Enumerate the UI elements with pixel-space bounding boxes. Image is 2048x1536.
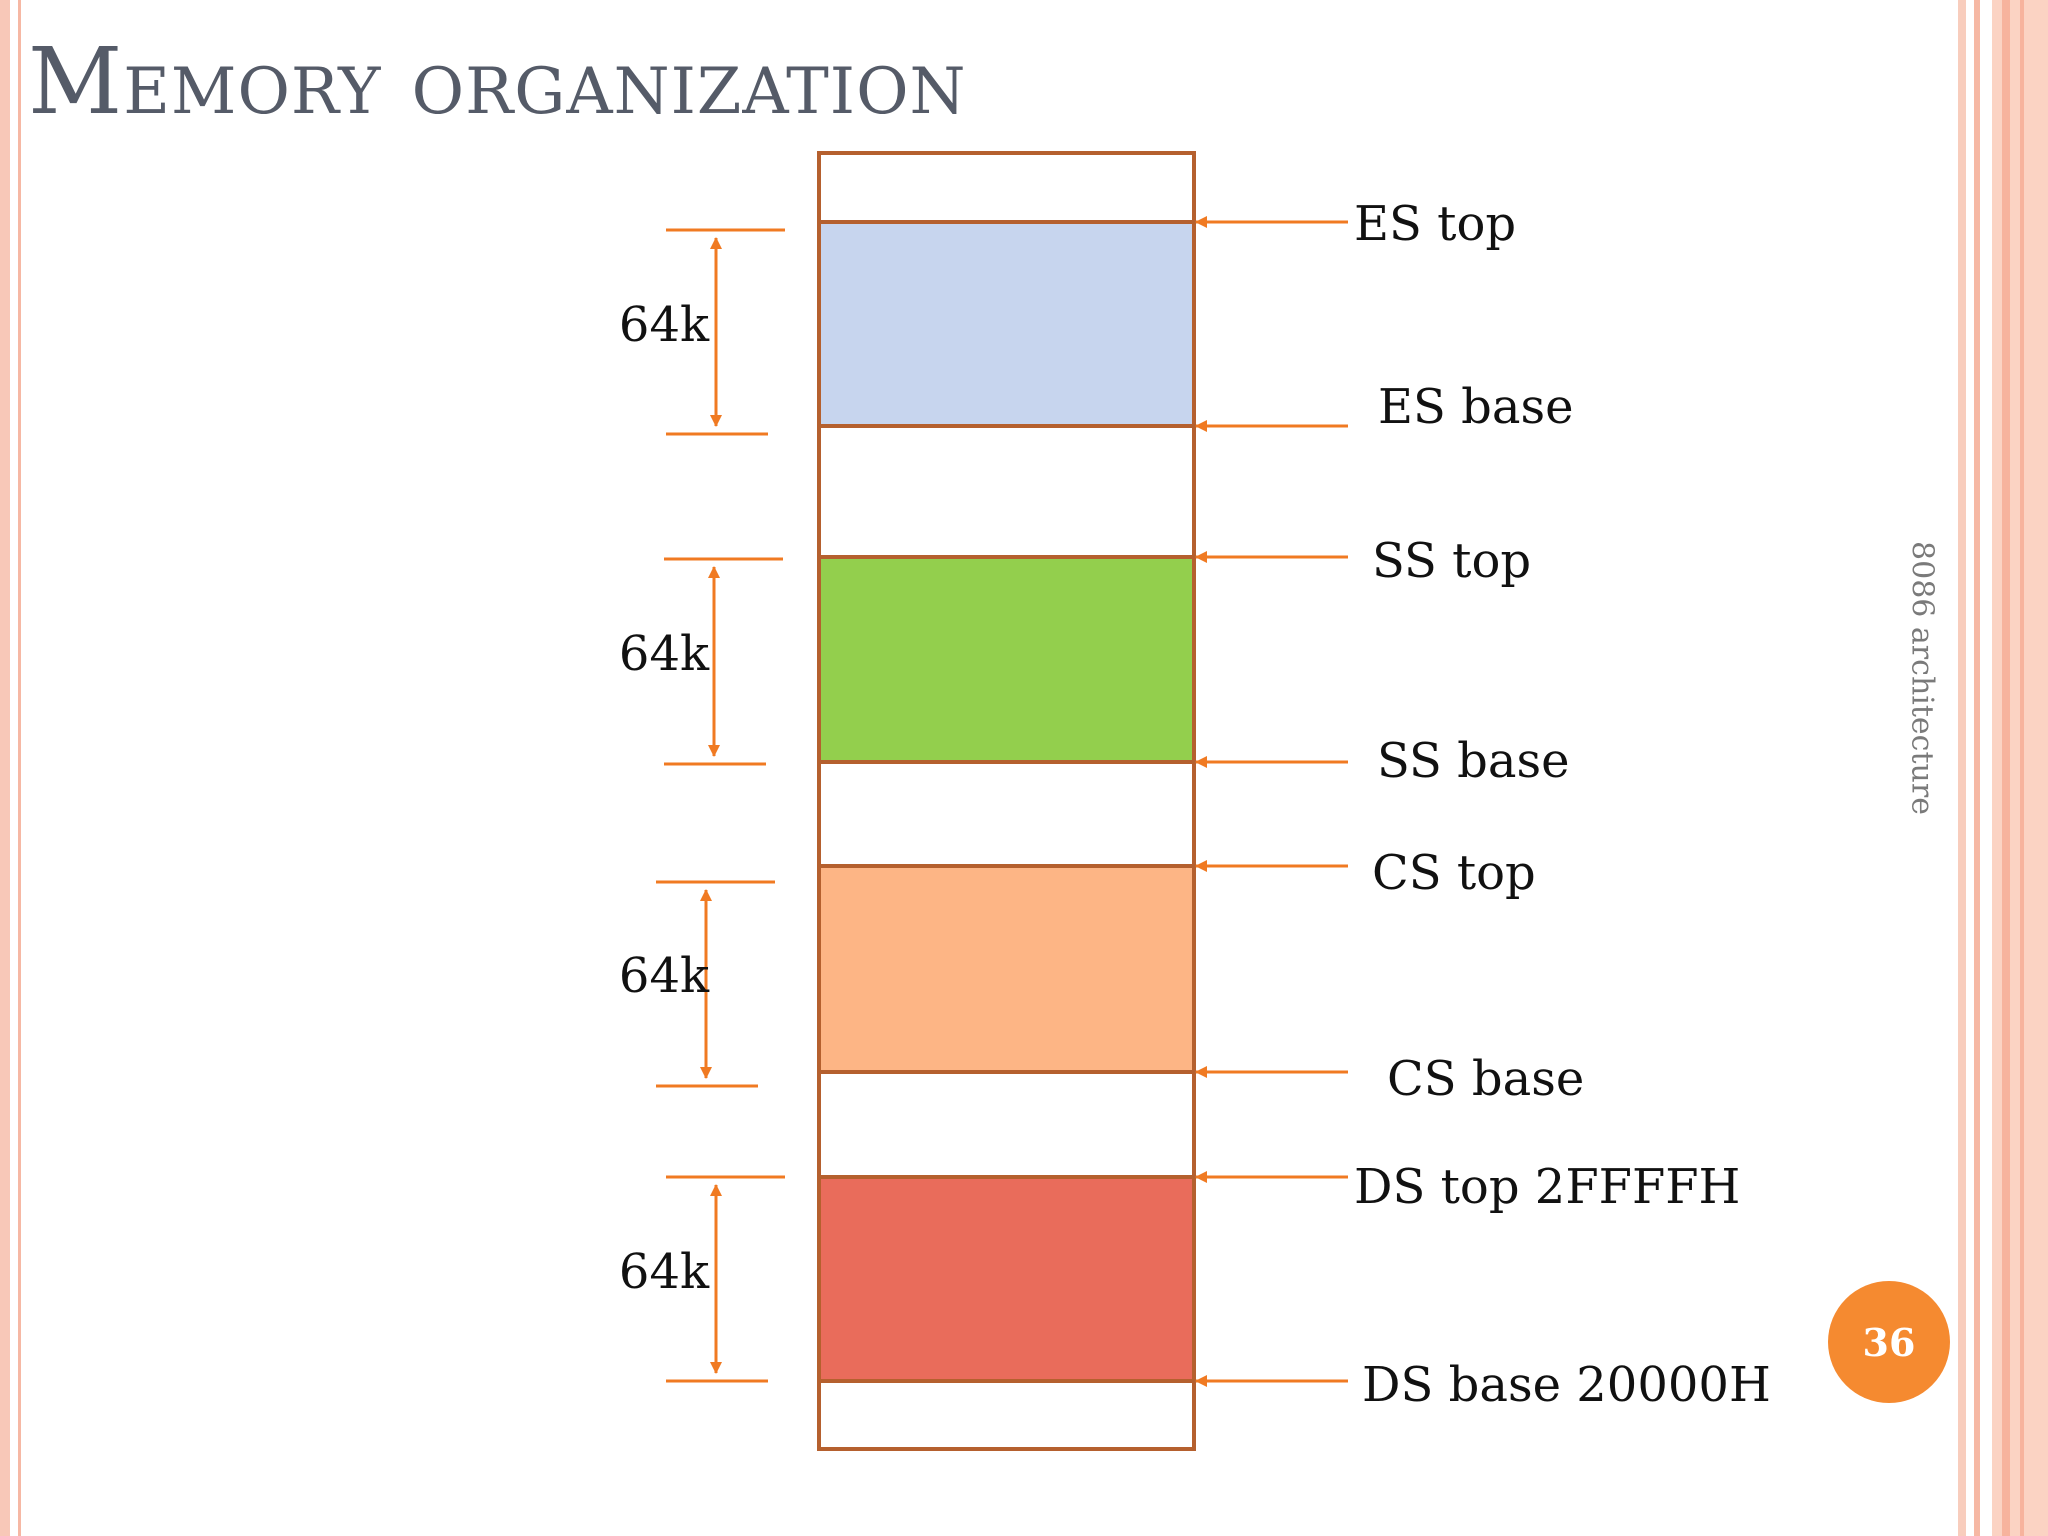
segment-es-top-label: ES top — [1354, 196, 1516, 252]
segment-ss — [817, 555, 1196, 764]
segment-cs — [817, 864, 1196, 1074]
page-number-badge: 36 — [1828, 1281, 1950, 1403]
segment-ss-base-label: SS base — [1377, 733, 1570, 789]
segment-ss-top-label: SS top — [1372, 533, 1531, 589]
segment-es-size-label: 64k — [619, 297, 710, 353]
segment-cs-size-label: 64k — [619, 948, 710, 1004]
page-number: 36 — [1862, 1319, 1916, 1365]
segment-ds-base-label: DS base 20000H — [1362, 1357, 1771, 1413]
left-border-line — [18, 0, 21, 1536]
segment-ss-size-label: 64k — [619, 626, 710, 682]
segment-ds — [817, 1175, 1196, 1383]
segment-es — [817, 220, 1196, 428]
memory-column-outline — [817, 151, 1196, 1451]
side-footer-label: 8086 architecture — [1904, 541, 1940, 815]
slide-title: Memory organization — [28, 28, 967, 135]
segment-cs-base-label: CS base — [1387, 1051, 1584, 1107]
right-border-decoration — [1958, 0, 2048, 1536]
segment-es-base-label: ES base — [1378, 379, 1574, 435]
left-border-stripe — [0, 0, 10, 1536]
segment-ds-top-label: DS top 2FFFFH — [1354, 1159, 1740, 1215]
segment-cs-top-label: CS top — [1372, 845, 1536, 901]
segment-ds-size-label: 64k — [619, 1244, 710, 1300]
